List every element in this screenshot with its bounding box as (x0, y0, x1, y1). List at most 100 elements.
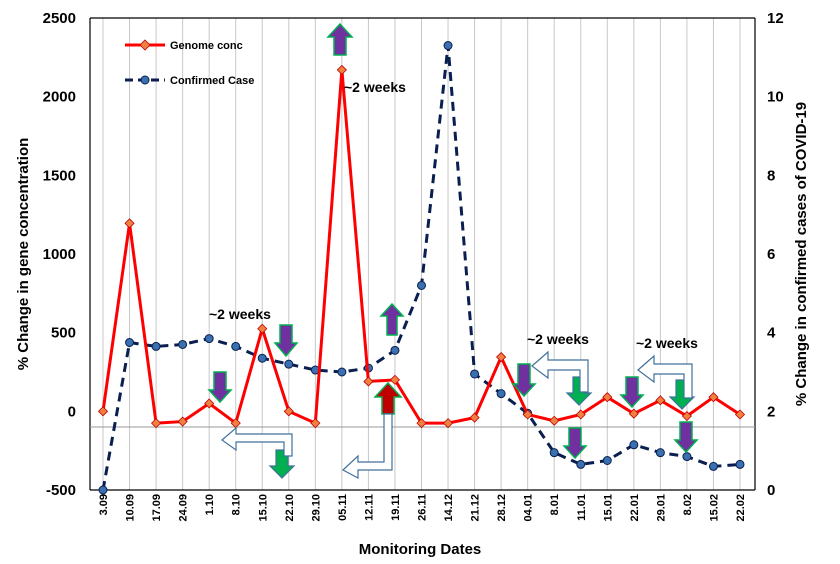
down-arrow-purple-icon (207, 371, 233, 404)
x-tick-label: 8.02 (682, 494, 694, 515)
genome-conc-point (628, 408, 639, 419)
x-tick-label: 24.09 (178, 494, 190, 522)
up-arrow-red-icon (373, 381, 403, 415)
annotation-2-weeks-a: ~2 weeks (209, 306, 271, 322)
legend-case-marker (140, 75, 150, 85)
right-tick-label: 12 (767, 10, 784, 27)
legend: Genome conc Confirmed Case (125, 39, 254, 87)
annotation-2-weeks-d: ~2 weeks (636, 335, 698, 351)
genome-conc-point (151, 418, 162, 429)
right-tick-label: 8 (767, 167, 775, 184)
x-tick-label: 05.11 (337, 494, 349, 521)
genome-conc-point (575, 409, 586, 420)
x-tick-label: 8.01 (549, 494, 561, 515)
x-tick-label: 3.09 (98, 494, 110, 515)
annotation-2-weeks-b: ~2 weeks (344, 79, 406, 95)
genome-conc-point (257, 323, 268, 334)
right-tick-label: 2 (767, 403, 775, 420)
genome-conc-point (336, 64, 347, 75)
left-hook-arrow-icon (341, 413, 393, 479)
genome-conc-point (655, 395, 666, 406)
arrow-annotations (207, 22, 699, 479)
right-tick-label: 0 (767, 482, 775, 499)
x-tick-label: 15.02 (708, 494, 720, 522)
x-tick-label: 15.10 (257, 494, 269, 522)
left-axis-title: % Change in gene concentration (15, 138, 32, 371)
down-arrow-purple-icon (273, 324, 299, 358)
confirmed-case-point (443, 41, 453, 51)
confirmed-case-point (576, 459, 586, 469)
confirmed-case-point (284, 359, 294, 369)
confirmed-case-point (151, 341, 161, 351)
x-tick-label: 10.09 (125, 494, 137, 522)
confirmed-case-point (470, 369, 480, 379)
confirmed-case-point (549, 448, 559, 458)
confirmed-case-point (204, 334, 214, 344)
series-layer (97, 41, 746, 495)
x-axis-ticks: 3.09 10.09 17.09 24.09 1.10 8.10 15.10 22.10 29.… (98, 494, 747, 522)
genome-conc-point (549, 415, 560, 426)
right-tick-label: 4 (767, 325, 776, 342)
x-tick-label: 26.11 (417, 494, 429, 521)
x-tick-label: 29.10 (310, 494, 322, 522)
x-tick-label: 28.12 (496, 494, 508, 522)
x-tick-label: 8.10 (231, 494, 243, 515)
left-tick-label: -500 (46, 482, 76, 499)
x-axis-title: Monitoring Dates (359, 541, 482, 558)
down-arrow-purple-icon (673, 421, 699, 454)
confirmed-case-point (178, 339, 188, 349)
confirmed-case-point (125, 338, 135, 347)
x-tick-label: 22.01 (629, 494, 641, 522)
legend-case-label: Confirmed Case (170, 75, 254, 87)
left-tick-label: 500 (51, 325, 76, 342)
left-tick-label: 1000 (43, 246, 76, 263)
confirmed-case-point (98, 485, 108, 495)
genome-conc-point (389, 374, 401, 385)
legend-genome-label: Genome conc (170, 40, 243, 52)
right-tick-label: 10 (767, 89, 784, 106)
x-tick-label: 1.10 (204, 494, 216, 515)
confirmed-case-point (655, 448, 665, 458)
confirmed-case-point (231, 341, 241, 351)
confirmed-case-point (496, 389, 506, 399)
x-tick-label: 15.01 (602, 494, 614, 522)
left-tick-label: 2000 (43, 89, 76, 106)
annotation-2-weeks-c: ~2 weeks (527, 331, 589, 347)
up-arrow-purple-icon (379, 302, 405, 336)
down-arrow-purple-icon (562, 427, 588, 460)
genome-conc-point (416, 418, 427, 429)
up-arrow-purple-icon (326, 22, 354, 56)
confirmed-case-point (602, 456, 612, 465)
genome-conc-point (442, 418, 454, 429)
x-tick-label: 22.10 (284, 494, 296, 522)
genome-conc-point (734, 409, 746, 420)
confirmed-case-point (390, 345, 400, 355)
genome-conc-point (522, 409, 533, 420)
confirmed-case-point (708, 461, 718, 471)
down-arrow-purple-icon (619, 376, 645, 409)
genome-conc-point (681, 410, 692, 422)
confirmed-case-point (629, 440, 639, 450)
right-tick-label: 6 (767, 246, 775, 263)
left-tick-label: 2500 (43, 10, 76, 27)
x-tick-label: 11.01 (576, 494, 588, 521)
right-axis-ticks: 0 2 4 6 8 10 12 (767, 10, 784, 499)
confirmed-case-point (337, 367, 347, 377)
confirmed-case-point (682, 452, 692, 462)
genome-conc-point (124, 218, 135, 229)
genome-conc-point (602, 392, 613, 403)
genome-conc-point (204, 398, 215, 409)
left-axis-ticks: -500 0 500 1000 1500 2000 2500 (43, 10, 76, 499)
left-tick-label: 1500 (43, 167, 76, 184)
genome-conc-point (97, 406, 109, 417)
confirmed-case-point (257, 353, 267, 363)
x-tick-label: 21.12 (470, 494, 482, 522)
x-tick-label: 29.01 (655, 494, 667, 522)
x-tick-label: 12.11 (363, 494, 375, 521)
genome-conc-point (283, 406, 294, 417)
left-hook-arrow-icon (221, 426, 293, 457)
left-hook-arrow-icon (531, 350, 589, 393)
genome-conc-point (310, 418, 321, 429)
legend-genome-marker (139, 39, 151, 51)
